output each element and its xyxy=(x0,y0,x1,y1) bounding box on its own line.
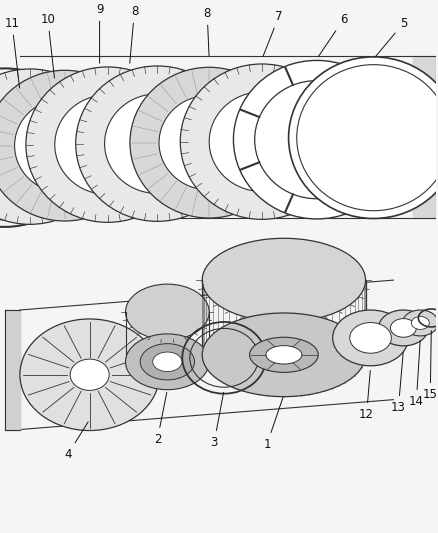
Text: 3: 3 xyxy=(211,392,224,449)
Text: 10: 10 xyxy=(40,13,55,78)
Polygon shape xyxy=(413,56,436,219)
Ellipse shape xyxy=(202,313,366,397)
Ellipse shape xyxy=(233,60,400,219)
Ellipse shape xyxy=(333,310,408,366)
Ellipse shape xyxy=(350,322,392,353)
Text: 13: 13 xyxy=(391,353,406,414)
Text: 1: 1 xyxy=(263,397,283,451)
Text: 7: 7 xyxy=(263,10,283,56)
Ellipse shape xyxy=(70,359,109,390)
Text: 8: 8 xyxy=(130,5,138,63)
Ellipse shape xyxy=(297,64,438,211)
Text: 2: 2 xyxy=(154,392,167,446)
Text: 14: 14 xyxy=(409,341,424,408)
Ellipse shape xyxy=(390,319,417,337)
Ellipse shape xyxy=(0,70,144,221)
Ellipse shape xyxy=(209,92,315,191)
Text: 8: 8 xyxy=(204,7,211,56)
Text: 12: 12 xyxy=(359,370,374,421)
Text: 5: 5 xyxy=(375,17,407,57)
Ellipse shape xyxy=(180,64,344,220)
Ellipse shape xyxy=(20,319,159,431)
Ellipse shape xyxy=(14,98,115,193)
Ellipse shape xyxy=(126,334,209,390)
Text: 9: 9 xyxy=(96,3,103,63)
Ellipse shape xyxy=(159,95,259,190)
Polygon shape xyxy=(5,310,20,430)
Ellipse shape xyxy=(140,344,194,380)
Text: 4: 4 xyxy=(64,422,88,461)
Ellipse shape xyxy=(26,67,189,222)
Ellipse shape xyxy=(126,284,209,340)
Ellipse shape xyxy=(0,97,83,197)
Ellipse shape xyxy=(266,345,302,364)
Ellipse shape xyxy=(153,352,182,372)
Ellipse shape xyxy=(378,310,428,346)
Text: 15: 15 xyxy=(423,330,438,401)
Ellipse shape xyxy=(0,69,112,224)
Ellipse shape xyxy=(289,57,438,219)
Ellipse shape xyxy=(202,238,366,322)
Ellipse shape xyxy=(130,67,288,218)
Ellipse shape xyxy=(254,80,379,199)
Ellipse shape xyxy=(411,317,429,329)
Ellipse shape xyxy=(105,94,210,193)
Text: 6: 6 xyxy=(318,13,347,56)
Ellipse shape xyxy=(403,310,438,336)
Ellipse shape xyxy=(55,95,160,195)
Ellipse shape xyxy=(250,337,318,373)
Ellipse shape xyxy=(76,66,239,221)
Text: 11: 11 xyxy=(4,17,20,88)
